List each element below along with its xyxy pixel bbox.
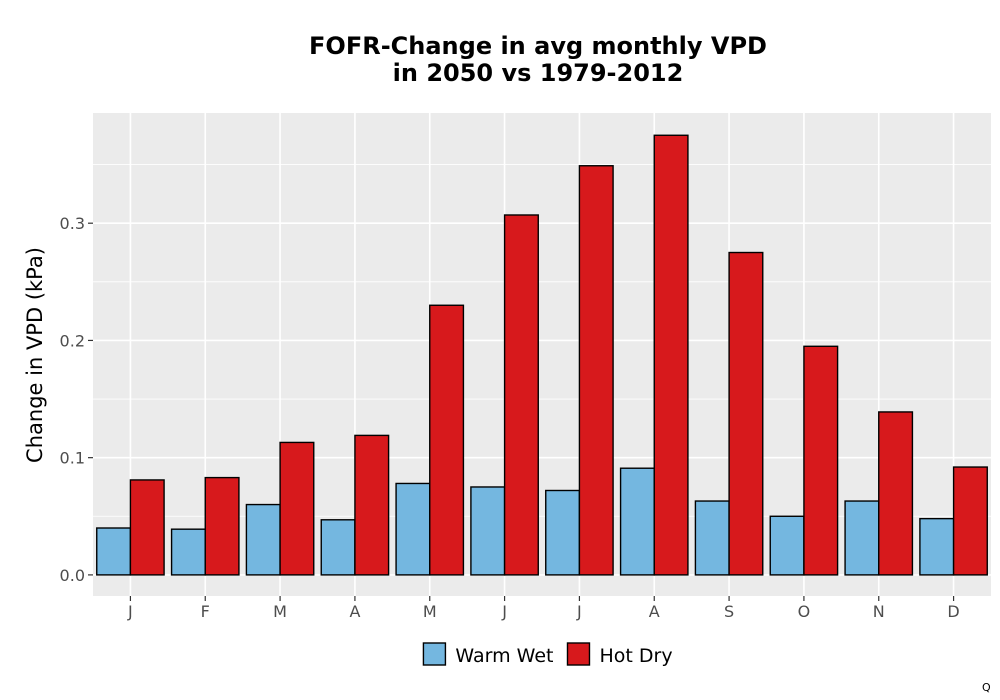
- x-tick-label: F: [201, 602, 210, 621]
- x-tick-label: J: [576, 602, 582, 621]
- legend-label: Warm Wet: [455, 645, 553, 667]
- bar-warm-wet: [470, 486, 506, 576]
- y-tick-label: 0.0: [60, 566, 85, 585]
- bar-hot-dry: [803, 345, 839, 576]
- bar-hot-dry: [279, 441, 315, 576]
- bar-warm-wet: [320, 519, 356, 576]
- y-axis: 0.0 0.1 0.2 0.3: [60, 214, 93, 585]
- chart-title-line1: FOFR-Change in avg monthly VPD: [309, 32, 767, 60]
- y-tick-label: 0.2: [60, 331, 85, 350]
- x-tick-label: D: [947, 602, 959, 621]
- legend: Warm Wet Hot Dry: [422, 642, 673, 667]
- bar-hot-dry: [354, 434, 390, 576]
- legend-key-hot-dry: [566, 642, 591, 666]
- bar-warm-wet: [96, 527, 132, 576]
- grid-minor: [93, 164, 991, 517]
- bar-warm-wet: [395, 482, 431, 576]
- bar-warm-wet: [694, 500, 730, 576]
- x-tick-label: A: [349, 602, 360, 621]
- bar-warm-wet: [769, 515, 805, 576]
- bar-hot-dry: [728, 251, 764, 576]
- bar-hot-dry: [878, 411, 914, 576]
- bars: [96, 134, 988, 576]
- bar-hot-dry: [952, 466, 988, 576]
- x-tick-label: S: [724, 602, 734, 621]
- x-tick-label: A: [649, 602, 660, 621]
- legend-label: Hot Dry: [599, 645, 672, 667]
- x-tick-label: M: [423, 602, 437, 621]
- bar-warm-wet: [545, 489, 581, 576]
- x-tick-label: J: [127, 602, 133, 621]
- bar-hot-dry: [204, 476, 240, 576]
- bar-hot-dry: [129, 479, 165, 576]
- bar-hot-dry: [503, 214, 539, 576]
- bar-warm-wet: [844, 500, 880, 576]
- bar-hot-dry: [653, 134, 689, 576]
- y-axis-title: Change in VPD (kPa): [23, 247, 47, 463]
- plot-panel: [93, 113, 991, 596]
- y-tick-label: 0.3: [60, 214, 85, 233]
- bar-warm-wet: [619, 467, 655, 576]
- bar-hot-dry: [578, 165, 614, 576]
- x-tick-label: J: [501, 602, 507, 621]
- bar-warm-wet: [919, 517, 955, 576]
- legend-key-warm-wet: [422, 642, 447, 666]
- chart-title-line2: in 2050 vs 1979-2012: [393, 59, 684, 87]
- x-tick-label: M: [273, 602, 287, 621]
- bar-warm-wet: [245, 503, 281, 576]
- corner-note: Q: [982, 681, 991, 694]
- y-tick-label: 0.1: [60, 449, 85, 468]
- x-tick-label: N: [873, 602, 885, 621]
- x-tick-label: O: [798, 602, 811, 621]
- bar-warm-wet: [170, 528, 206, 576]
- bar-hot-dry: [429, 304, 465, 576]
